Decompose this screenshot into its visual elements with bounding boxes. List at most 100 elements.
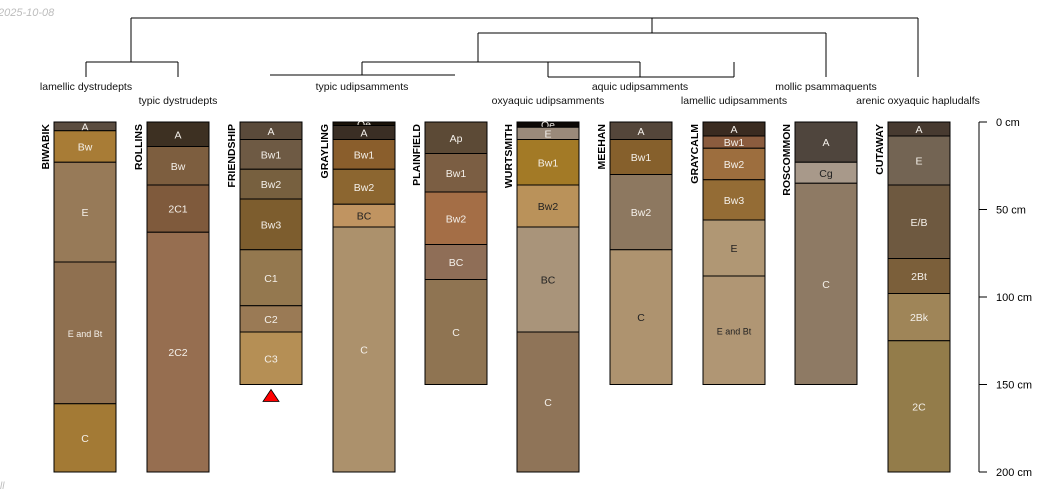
horizon-bc: [424, 244, 488, 280]
horizon-c1: [239, 249, 303, 307]
horizon-label: E and Bt: [68, 329, 103, 339]
horizon-label: Bw2: [538, 201, 559, 213]
horizon-c2: [239, 305, 303, 333]
soil-profile-roscommon: A Cg C ROSCOMMON: [781, 121, 858, 385]
horizon-bw: [53, 130, 117, 163]
horizon-c: [332, 226, 396, 473]
horizon-label: Bw2: [354, 182, 375, 194]
horizon-label: Cg: [819, 168, 833, 180]
horizon-label: A: [174, 129, 181, 141]
horizon-e-and-bt: [702, 275, 766, 385]
horizon-c: [424, 279, 488, 385]
horizon-label: C1: [264, 273, 278, 285]
horizon-label: A: [915, 124, 922, 136]
horizon-label: E: [730, 243, 737, 255]
horizon-bw1: [516, 139, 580, 186]
horizon-label: C: [637, 312, 645, 324]
depth-tick-label: 50 cm: [996, 205, 1026, 217]
taxa-labels: lamellic dystrudepts typic dystrudepts typ…: [40, 81, 980, 107]
soil-profile-cutaway: A E E/B 2Bt 2Bk 2C CUTAWAY: [874, 121, 951, 473]
horizon-label: Bw1: [446, 168, 467, 180]
horizon-2c1: [146, 184, 210, 233]
horizon-label: A: [81, 121, 88, 133]
horizon-label: 2Bk: [910, 312, 929, 324]
horizon-2c2: [146, 231, 210, 473]
horizon-label: Bw1: [354, 149, 375, 161]
taxon-label: typic dystrudepts: [139, 95, 218, 107]
horizon-label: Bw3: [724, 195, 745, 207]
deeper-marker-icon: [262, 388, 280, 402]
depth-tick-label: 100 cm: [996, 292, 1032, 304]
horizon-bw2: [609, 174, 673, 251]
horizon-bw1: [609, 139, 673, 175]
profile-name: GRAYCALM: [689, 124, 701, 184]
horizon-bw1: [332, 139, 396, 170]
horizon-label: E/B: [911, 217, 928, 229]
horizon-bw2: [332, 168, 396, 205]
horizon-label: C: [544, 397, 552, 409]
horizon-c: [53, 403, 117, 473]
profile-name: MEEHAN: [596, 124, 608, 170]
horizon-label: C: [81, 433, 89, 445]
horizon-label: E: [544, 128, 551, 140]
horizon-label: BC: [541, 275, 556, 287]
horizon-bw1: [239, 139, 303, 170]
depth-tick-label: 0 cm: [996, 117, 1020, 129]
profile-name: ROLLINS: [133, 124, 145, 170]
horizon-label: Bw1: [724, 137, 745, 149]
depth-tick-label: 150 cm: [996, 380, 1032, 392]
horizon-label: C: [360, 345, 368, 357]
horizon-label: 2Bt: [911, 271, 927, 283]
taxon-label: mollic psammaquents: [775, 81, 877, 93]
taxon-label: oxyaquic udipsamments: [492, 95, 605, 107]
horizon-label: A: [730, 124, 737, 136]
horizon-label: A: [267, 126, 274, 138]
horizon-label: 2C: [912, 401, 926, 413]
horizon-label: BC: [449, 257, 464, 269]
taxon-label: typic udipsamments: [316, 81, 409, 93]
horizon-label: A: [360, 128, 367, 140]
date-note: 2025-10-08: [0, 7, 55, 19]
horizon-label: Bw2: [261, 179, 282, 191]
horizon-label: BC: [357, 211, 372, 223]
horizon-e: [887, 135, 951, 186]
horizon-label: Bw: [171, 161, 186, 173]
horizon-label: 2C2: [168, 347, 187, 359]
profile-name: WURTSMITH: [503, 124, 515, 188]
profile-name: BIWABIK: [40, 124, 52, 170]
horizon-c3: [239, 331, 303, 385]
depth-axis: 0 cm 50 cm 100 cm 150 cm 200 cm: [978, 117, 1032, 479]
profile-name: PLAINFIELD: [411, 124, 423, 186]
soil-profile-rollins: A Bw 2C1 2C2 ROLLINS: [133, 121, 210, 473]
horizon-a: [146, 121, 210, 147]
horizon-ap: [424, 121, 488, 154]
horizon-label: Bw: [78, 142, 93, 154]
horizon-label: Bw1: [631, 152, 652, 164]
soil-profile-plainfield: Ap Bw1 Bw2 BC C PLAINFIELD: [411, 121, 488, 385]
taxon-label: aquic udipsamments: [592, 81, 688, 93]
dendrogram: [85, 17, 919, 78]
soil-profile-biwabik: A Bw E E and Bt C BIWABIK: [40, 121, 117, 473]
horizon-2c: [887, 340, 951, 473]
horizon-bw2: [702, 147, 766, 181]
profile-name: FRIENDSHIP: [226, 124, 238, 188]
profile-name: CUTAWAY: [874, 124, 886, 175]
horizon-c: [794, 182, 858, 385]
horizon-label: C3: [264, 353, 278, 365]
profile-name: GRAYLING: [319, 124, 331, 178]
horizon-bw1: [424, 153, 488, 193]
horizon-c: [516, 331, 580, 473]
horizon-label: E: [915, 156, 922, 168]
horizon-label: 2C1: [168, 204, 187, 216]
horizon-bw3: [239, 198, 303, 251]
horizon-e-and-bt: [53, 261, 117, 405]
horizon-label: Bw2: [446, 213, 467, 225]
horizon-bw3: [702, 179, 766, 221]
taxon-label: lamellic dystrudepts: [40, 81, 132, 93]
horizon-label: C2: [264, 314, 278, 326]
